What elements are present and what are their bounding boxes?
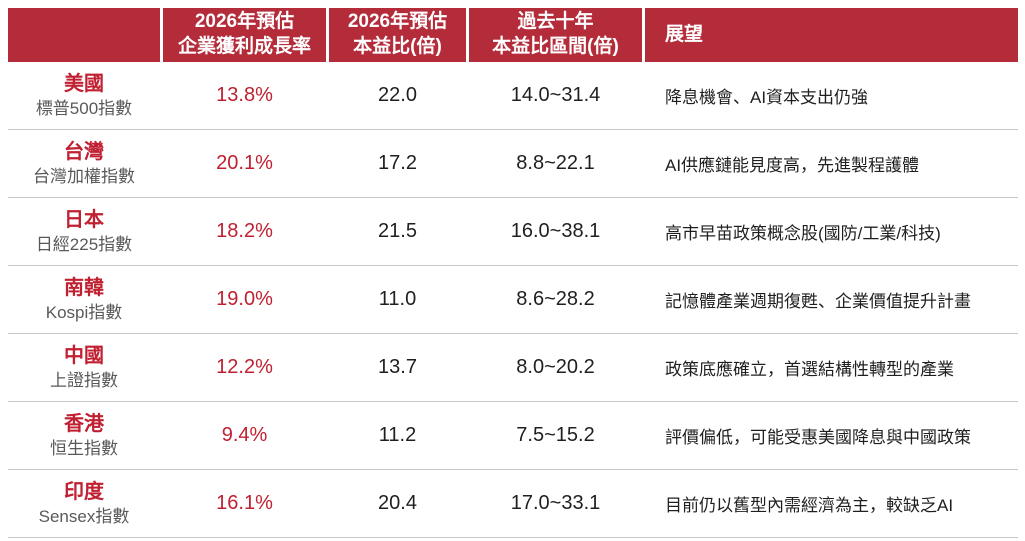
pe-value: 11.0 <box>378 288 417 310</box>
growth-value: 13.8% <box>216 84 273 106</box>
index-name: 標普500指數 <box>35 98 133 118</box>
outlook-text: AI供應鏈能見度高，先進製程護體 <box>665 156 920 175</box>
header-cell-pe: 2026年預估 本益比(倍) <box>329 8 466 62</box>
pe-value: 13.7 <box>378 356 417 378</box>
index-name: Kospi指數 <box>45 302 123 322</box>
header-range-line2: 本益比區間(倍) <box>492 36 619 57</box>
table-row: 香港 恒生指數 9.4% 11.2 7.5~15.2 評價偏低，可能受惠美國降息… <box>8 402 1018 470</box>
pe-value: 20.4 <box>378 492 417 514</box>
index-name: 日經225指數 <box>35 234 133 254</box>
table-body: 美國 標普500指數 13.8% 22.0 14.0~31.4 降息機會、AI資… <box>8 62 1018 538</box>
pe-range-value: 14.0~31.4 <box>510 84 601 106</box>
header-cell-growth: 2026年預估 企業獲利成長率 <box>163 8 326 62</box>
country-name: 中國 <box>64 344 104 367</box>
pe-range-value: 8.6~28.2 <box>516 288 595 310</box>
growth-value: 12.2% <box>216 356 273 378</box>
country-name: 南韓 <box>64 276 104 299</box>
country-cell: 印度 Sensex指數 <box>8 480 160 527</box>
growth-value: 20.1% <box>216 152 273 174</box>
country-name: 台灣 <box>64 140 104 163</box>
country-name: 日本 <box>64 208 104 231</box>
pe-range-value: 8.0~20.2 <box>516 356 595 378</box>
pe-range-value: 16.0~38.1 <box>510 220 601 242</box>
index-name: 恒生指數 <box>50 438 118 458</box>
country-cell: 南韓 Kospi指數 <box>8 276 160 323</box>
header-cell-outlook: 展望 <box>645 8 1018 62</box>
country-cell: 香港 恒生指數 <box>8 412 160 459</box>
table-row: 日本 日經225指數 18.2% 21.5 16.0~38.1 高市早苗政策概念… <box>8 198 1018 266</box>
growth-value: 9.4% <box>221 424 268 446</box>
table-row: 美國 標普500指數 13.8% 22.0 14.0~31.4 降息機會、AI資… <box>8 62 1018 130</box>
header-pe-line2: 本益比(倍) <box>353 36 442 57</box>
index-name: 台灣加權指數 <box>33 166 135 186</box>
header-growth-line2: 企業獲利成長率 <box>177 36 311 57</box>
pe-range-value: 7.5~15.2 <box>516 424 595 446</box>
pe-value: 21.5 <box>378 220 417 242</box>
outlook-text: 政策底應確立，首選結構性轉型的產業 <box>665 360 954 379</box>
outlook-text: 降息機會、AI資本支出仍強 <box>665 88 869 107</box>
country-cell: 美國 標普500指數 <box>8 72 160 119</box>
outlook-text: 評價偏低，可能受惠美國降息與中國政策 <box>665 428 971 447</box>
country-cell: 日本 日經225指數 <box>8 208 160 255</box>
table-row: 中國 上證指數 12.2% 13.7 8.0~20.2 政策底應確立，首選結構性… <box>8 334 1018 402</box>
growth-value: 19.0% <box>216 288 273 310</box>
outlook-text: 目前仍以舊型內需經濟為主，較缺乏AI <box>665 496 954 515</box>
country-cell: 台灣 台灣加權指數 <box>8 140 160 187</box>
pe-value: 22.0 <box>378 84 417 106</box>
growth-value: 18.2% <box>216 220 273 242</box>
header-range-line1: 過去十年 <box>517 11 594 33</box>
country-name: 美國 <box>64 72 104 95</box>
header-pe-line1: 2026年預估 <box>347 11 448 33</box>
pe-value: 11.2 <box>378 424 417 446</box>
country-cell: 中國 上證指數 <box>8 344 160 391</box>
table-row: 台灣 台灣加權指數 20.1% 17.2 8.8~22.1 AI供應鏈能見度高，… <box>8 130 1018 198</box>
pe-range-value: 17.0~33.1 <box>510 492 601 514</box>
pe-range-value: 8.8~22.1 <box>516 152 595 174</box>
index-name: Sensex指數 <box>38 506 130 526</box>
table-header: 2026年預估 企業獲利成長率 2026年預估 本益比(倍) 過去十年 本益比區… <box>8 8 1018 62</box>
index-name: 上證指數 <box>50 370 118 390</box>
table-row: 南韓 Kospi指數 19.0% 11.0 8.6~28.2 記憶體產業週期復甦… <box>8 266 1018 334</box>
pe-value: 17.2 <box>378 152 417 174</box>
header-cell-index <box>8 8 160 62</box>
growth-value: 16.1% <box>216 492 273 514</box>
table-row: 印度 Sensex指數 16.1% 20.4 17.0~33.1 目前仍以舊型內… <box>8 470 1018 538</box>
country-name: 香港 <box>64 412 104 435</box>
outlook-text: 高市早苗政策概念股(國防/工業/科技) <box>665 224 941 243</box>
country-name: 印度 <box>64 480 104 503</box>
header-outlook-label: 展望 <box>665 23 704 45</box>
outlook-text: 記憶體產業週期復甦、企業價值提升計畫 <box>665 292 971 311</box>
header-cell-range: 過去十年 本益比區間(倍) <box>469 8 642 62</box>
header-growth-line1: 2026年預估 <box>194 11 295 33</box>
